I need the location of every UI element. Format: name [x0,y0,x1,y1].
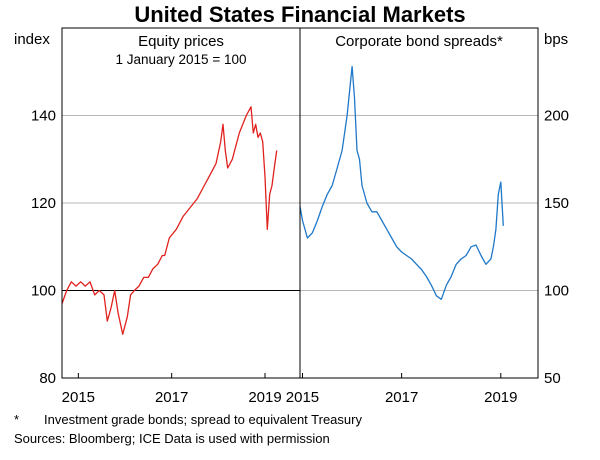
right-y-tick-label: 200 [544,108,569,125]
sources-text: Sources: Bloomberg; ICE Data is used wit… [14,431,330,446]
right-y-tick-label: 100 [544,283,569,300]
plot-frame [61,27,539,379]
left-x-tick-label: 2015 [62,389,95,406]
left-panel-subtitle: 1 January 2015 = 100 [116,52,247,67]
right-y-tick-label: 50 [544,370,561,387]
left-x-tick-label: 2017 [155,389,188,406]
left-y-tick-label: 120 [31,195,56,212]
left-axis-unit: index [14,31,50,48]
right-series-line [299,65,504,300]
right-x-tick-label: 2015 [286,389,319,406]
right-panel-title: Corporate bond spreads* [335,33,503,50]
right-y-tick-label: 150 [544,195,569,212]
footnote: * Investment grade bonds; spread to equiv… [14,412,362,428]
left-series-line [61,106,278,335]
right-x-tick-label: 2019 [484,389,517,406]
left-y-tick-label: 80 [39,370,56,387]
gridlines [62,115,538,291]
series-lines [61,65,504,335]
footnote-text: Investment grade bonds; spread to equiva… [44,412,362,427]
right-x-tick-label: 2017 [385,389,418,406]
footnote-mark: * [14,412,20,427]
sources-note: Sources: Bloomberg; ICE Data is used wit… [14,431,330,447]
right-axis-unit: bps [544,31,568,48]
left-panel-title: Equity prices [138,33,224,50]
left-x-tick-label: 2019 [248,389,281,406]
figure-title: United States Financial Markets [134,2,465,27]
left-y-tick-label: 140 [31,108,56,125]
left-y-tick-label: 100 [31,283,56,300]
tick-labels: 80 100 120 140 2015 2017 2019 50 100 150 200 2015 20… [31,108,569,407]
